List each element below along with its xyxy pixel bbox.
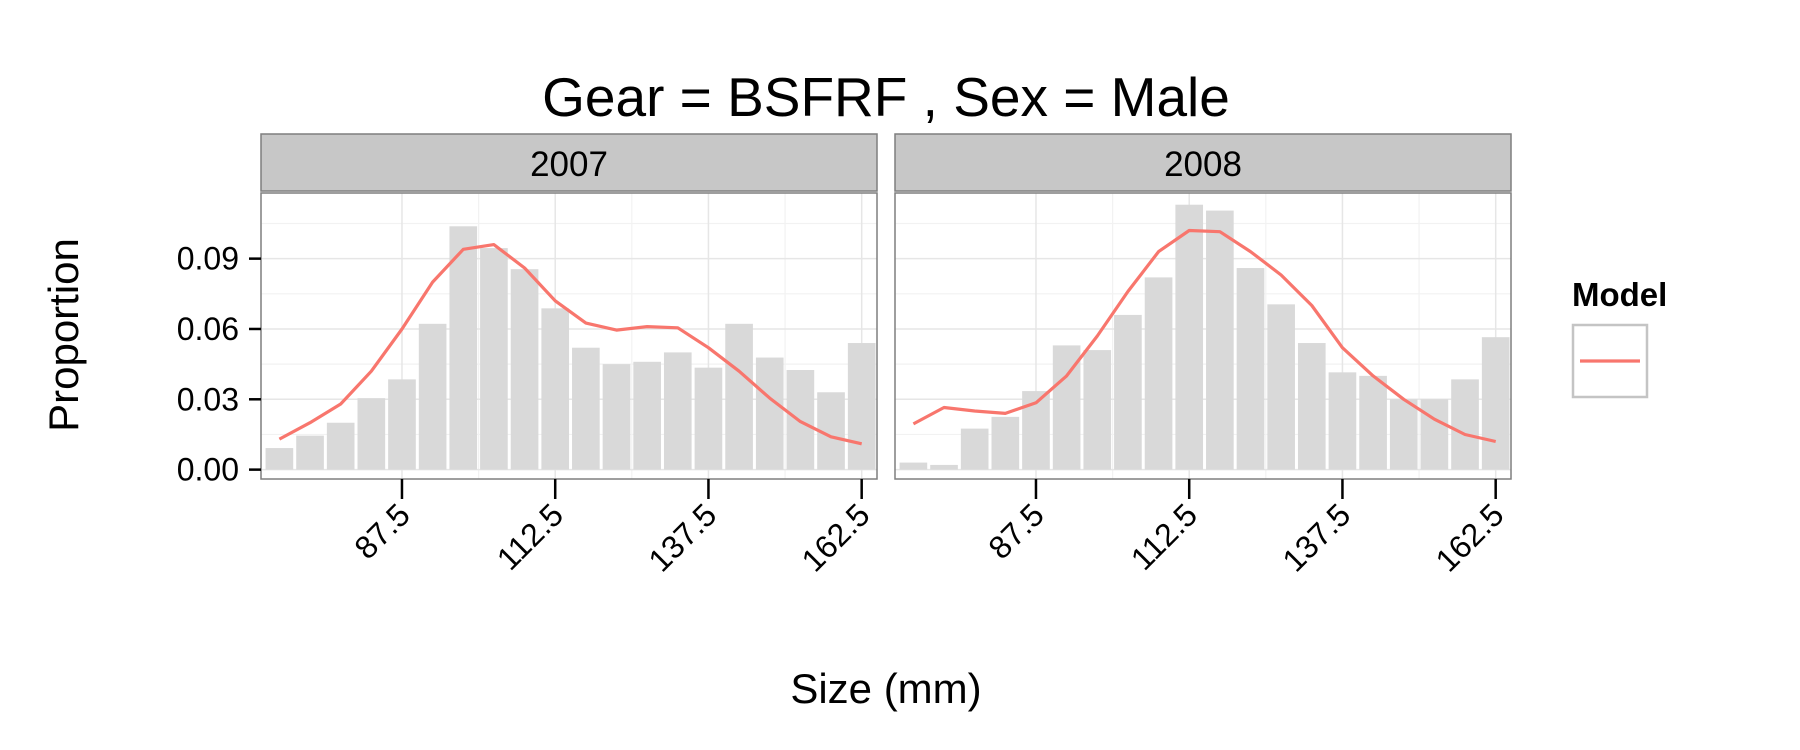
bar — [633, 361, 661, 470]
bar — [1144, 277, 1173, 470]
bar — [602, 364, 631, 470]
x-axis-title: Size (mm) — [790, 665, 981, 712]
bar — [847, 343, 876, 470]
bar — [1083, 350, 1112, 470]
bar — [1236, 268, 1265, 470]
facet-strip-label: 2007 — [530, 145, 608, 184]
y-tick-label: 0.09 — [177, 241, 239, 277]
facet-strip — [260, 133, 878, 192]
panel-border — [894, 192, 1512, 480]
bar — [991, 416, 1020, 470]
bar — [1359, 375, 1387, 470]
bar — [418, 323, 447, 470]
bar — [1175, 204, 1204, 470]
panel-2008: 2008 87.5 112.5 137.5 162.5 — [894, 133, 1512, 579]
bar — [1451, 379, 1479, 470]
bar — [296, 435, 324, 470]
x-tick-label: 162.5 — [1429, 496, 1511, 578]
bar — [449, 226, 478, 470]
model-line — [912, 228, 1497, 444]
bar — [755, 357, 784, 470]
bar — [1420, 399, 1449, 470]
x-tick-label: 162.5 — [795, 496, 877, 578]
x-tick-label: 137.5 — [641, 496, 723, 578]
bar — [1206, 210, 1234, 470]
bar — [1114, 314, 1142, 470]
bar — [725, 323, 753, 470]
chart-title: Gear = BSFRF , Sex = Male — [542, 66, 1230, 128]
bar — [1389, 399, 1418, 470]
x-tick-label: 112.5 — [1124, 496, 1204, 576]
legend-title: Model — [1572, 276, 1667, 313]
x-tick-label: 87.5 — [347, 496, 416, 565]
model-line — [278, 243, 863, 446]
panel-border — [260, 192, 878, 480]
bar — [694, 367, 723, 470]
x-tick-label: 112.5 — [490, 496, 570, 576]
legend: Model — [1571, 276, 1667, 399]
y-tick-label: 0.03 — [177, 381, 239, 417]
facet-strip — [894, 133, 1512, 192]
bar — [480, 248, 508, 470]
facet-strip-label: 2008 — [1164, 145, 1242, 184]
bar — [510, 269, 539, 470]
bar — [960, 428, 989, 470]
bar — [1297, 343, 1326, 470]
panel-2007: 2007 0.00 0.03 0.06 0.09 87.5 112.5 137.5 162.5 — [177, 133, 878, 579]
bar — [541, 308, 570, 470]
bar — [1481, 337, 1510, 470]
bar — [388, 379, 416, 470]
bar — [1328, 372, 1357, 470]
x-tick-label: 87.5 — [981, 496, 1050, 565]
bar — [899, 462, 928, 470]
bar — [663, 352, 692, 470]
bar — [572, 347, 600, 470]
x-tick-label: 137.5 — [1275, 496, 1357, 578]
bar — [326, 422, 355, 470]
y-tick-label: 0.00 — [177, 452, 239, 488]
y-axis-title: Proportion — [40, 238, 87, 432]
bar — [1267, 304, 1295, 470]
bar — [357, 398, 386, 470]
bar — [265, 448, 294, 470]
bar — [930, 464, 958, 470]
y-tick-label: 0.06 — [177, 311, 239, 347]
